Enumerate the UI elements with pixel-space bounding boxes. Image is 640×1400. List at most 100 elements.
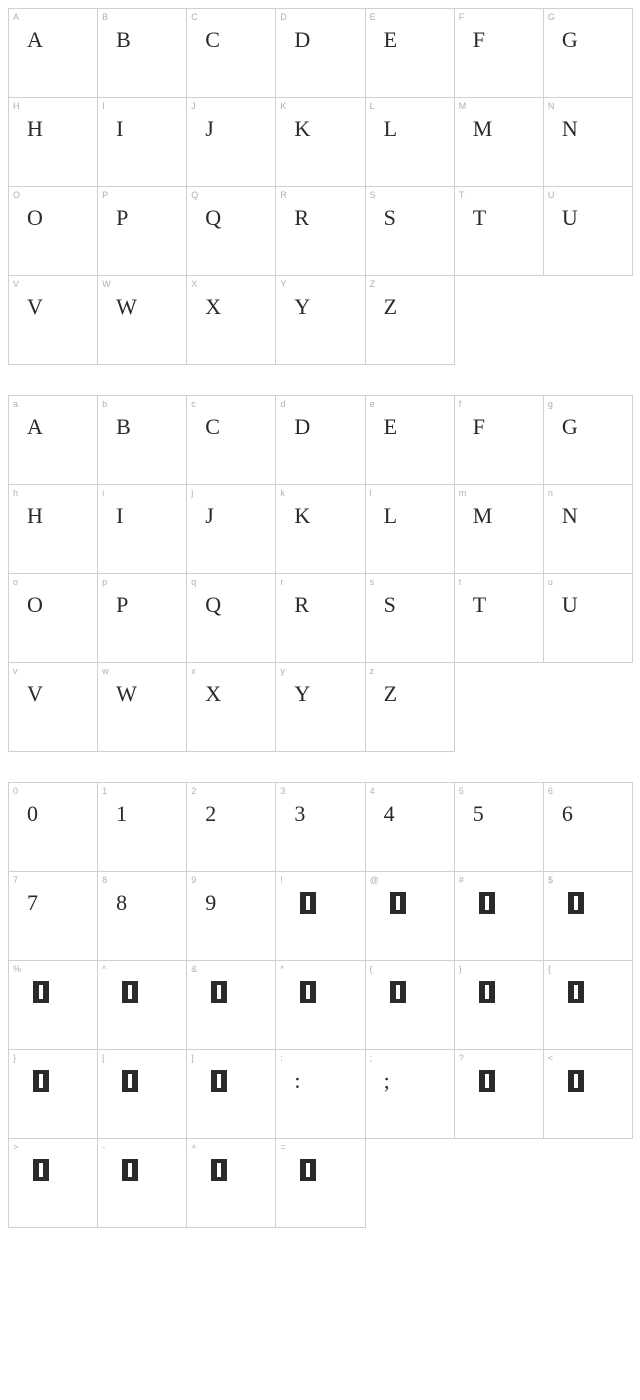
glyph-label: i	[102, 488, 104, 498]
glyph-label: Q	[191, 190, 198, 200]
empty-cell	[455, 663, 544, 751]
glyph-label: n	[548, 488, 553, 498]
glyph-label: p	[102, 577, 107, 587]
glyph-label: e	[370, 399, 375, 409]
glyph-character: W	[116, 294, 137, 320]
glyph-cell: @	[366, 872, 455, 961]
glyph-label: 8	[102, 875, 107, 885]
missing-glyph-icon	[33, 1070, 49, 1092]
glyph-label: j	[191, 488, 193, 498]
glyph-cell: (	[366, 961, 455, 1050]
glyph-label: ?	[459, 1053, 464, 1063]
glyph-label: !	[280, 875, 283, 885]
glyph-character: I	[116, 116, 123, 142]
glyph-cell: hH	[9, 485, 98, 574]
glyph-character: H	[27, 503, 43, 529]
glyph-label: O	[13, 190, 20, 200]
glyph-label: o	[13, 577, 18, 587]
glyph-character: V	[27, 294, 43, 320]
glyph-character: Z	[384, 681, 397, 707]
glyph-character: O	[27, 592, 43, 618]
glyph-label: $	[548, 875, 553, 885]
glyph-grid: AABBCCDDEEFFGGHHIIJJKKLLMMNNOOPPQQRRSSTT…	[8, 8, 633, 365]
glyph-character: 2	[205, 801, 216, 827]
glyph-character: N	[562, 503, 578, 529]
glyph-label: #	[459, 875, 464, 885]
glyph-label: J	[191, 101, 196, 111]
glyph-label: N	[548, 101, 555, 111]
glyph-cell: dD	[276, 396, 365, 485]
glyph-cell: <	[544, 1050, 633, 1139]
missing-glyph-icon	[211, 1070, 227, 1092]
glyph-character: U	[562, 592, 578, 618]
glyph-label: s	[370, 577, 375, 587]
glyph-character: K	[294, 503, 310, 529]
glyph-label: g	[548, 399, 553, 409]
glyph-label: (	[370, 964, 373, 974]
glyph-cell: gG	[544, 396, 633, 485]
glyph-cell: jJ	[187, 485, 276, 574]
glyph-character: L	[384, 503, 397, 529]
glyph-cell: fF	[455, 396, 544, 485]
glyph-cell: tT	[455, 574, 544, 663]
glyph-label: 9	[191, 875, 196, 885]
glyph-cell: +	[187, 1139, 276, 1228]
missing-glyph-icon	[300, 892, 316, 914]
glyph-cell: }	[9, 1050, 98, 1139]
glyph-character: 5	[473, 801, 484, 827]
glyph-cell: DD	[276, 9, 365, 98]
glyph-cell: nN	[544, 485, 633, 574]
glyph-cell: &	[187, 961, 276, 1050]
glyph-character: 4	[384, 801, 395, 827]
glyph-cell: pP	[98, 574, 187, 663]
glyph-character: U	[562, 205, 578, 231]
glyph-label: +	[191, 1142, 196, 1152]
glyph-cell: EE	[366, 9, 455, 98]
glyph-label: {	[548, 964, 551, 974]
glyph-character: P	[116, 205, 128, 231]
missing-glyph-icon	[33, 981, 49, 1003]
glyph-character: 1	[116, 801, 127, 827]
glyph-character: A	[27, 27, 43, 53]
glyph-cell: PP	[98, 187, 187, 276]
glyph-label: >	[13, 1142, 18, 1152]
glyph-cell: wW	[98, 663, 187, 752]
glyph-cell: oO	[9, 574, 98, 663]
glyph-label: w	[102, 666, 109, 676]
glyph-cell: 55	[455, 783, 544, 872]
glyph-cell: )	[455, 961, 544, 1050]
glyph-cell: eE	[366, 396, 455, 485]
glyph-section: 00112233445566778899!@#$%^&*(){}[]::;;?<…	[8, 782, 632, 1228]
glyph-character: E	[384, 27, 397, 53]
glyph-character: N	[562, 116, 578, 142]
glyph-label: D	[280, 12, 287, 22]
glyph-label: A	[13, 12, 19, 22]
glyph-character: D	[294, 414, 310, 440]
glyph-cell: MM	[455, 98, 544, 187]
glyph-label: -	[102, 1142, 105, 1152]
glyph-cell: AA	[9, 9, 98, 98]
glyph-character: Q	[205, 205, 221, 231]
glyph-character: I	[116, 503, 123, 529]
glyph-character: S	[384, 205, 396, 231]
glyph-cell: 44	[366, 783, 455, 872]
glyph-label: a	[13, 399, 18, 409]
glyph-label: E	[370, 12, 376, 22]
glyph-label: 4	[370, 786, 375, 796]
glyph-cell: qQ	[187, 574, 276, 663]
glyph-cell: 66	[544, 783, 633, 872]
glyph-character: J	[205, 503, 214, 529]
glyph-label: I	[102, 101, 105, 111]
glyph-cell: JJ	[187, 98, 276, 187]
glyph-label: 6	[548, 786, 553, 796]
glyph-label: 5	[459, 786, 464, 796]
missing-glyph-icon	[33, 1159, 49, 1181]
glyph-character: G	[562, 414, 578, 440]
glyph-character: B	[116, 27, 131, 53]
glyph-character: X	[205, 681, 221, 707]
glyph-character: O	[27, 205, 43, 231]
glyph-character: Q	[205, 592, 221, 618]
glyph-label: B	[102, 12, 108, 22]
missing-glyph-icon	[479, 892, 495, 914]
glyph-label: S	[370, 190, 376, 200]
